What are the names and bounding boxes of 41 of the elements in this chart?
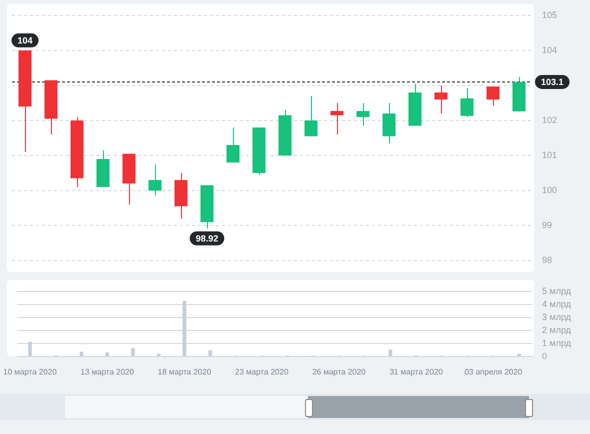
bar <box>388 350 392 356</box>
y-tick-label: 104 <box>542 44 558 55</box>
candlestick <box>330 102 344 135</box>
x-tick-label: 31 марта 2020 <box>389 367 444 376</box>
bar <box>156 354 161 356</box>
y-tick-label: 3 млрд <box>542 312 572 322</box>
bar <box>131 348 135 356</box>
x-tick-label: 18 марта 2020 <box>158 367 212 376</box>
bar <box>182 300 186 356</box>
candlestick <box>304 95 318 137</box>
y-tick-label: 4 млрд <box>542 298 572 309</box>
bar <box>208 350 212 356</box>
ref-line-label: 103.1 <box>540 76 564 87</box>
bar <box>517 354 521 356</box>
x-tick-label: 10 марта 2020 <box>3 367 58 376</box>
y-tick-label: 99 <box>542 220 552 230</box>
candlestick <box>226 126 240 164</box>
candlestick <box>382 102 396 144</box>
candlestick <box>356 102 370 126</box>
y-tick-label: 2 млрд <box>542 324 572 335</box>
annotation: 98.92 <box>196 233 218 244</box>
x-tick-label: 23 марта 2020 <box>234 367 289 376</box>
y-tick-label: 101 <box>542 150 558 160</box>
y-tick-label: 100 <box>542 185 558 196</box>
bar <box>105 352 110 356</box>
y-tick-label: 102 <box>542 114 558 125</box>
x-tick-label: 26 марта 2020 <box>312 367 366 376</box>
y-tick-label: 0 <box>542 350 548 361</box>
x-tick-label: 03 апреля 2020 <box>464 367 523 376</box>
y-tick-label: 1 млрд <box>542 338 572 348</box>
candlestick <box>434 84 448 114</box>
candlestick <box>148 164 162 196</box>
candlestick <box>460 87 474 118</box>
candlestick <box>486 86 500 106</box>
y-tick-label: 98 <box>542 255 552 266</box>
y-tick-label: 105 <box>542 10 558 20</box>
bar <box>28 342 32 356</box>
bar <box>80 352 84 356</box>
x-tick-label: 13 марта 2020 <box>80 367 134 376</box>
y-tick-label: 5 млрд <box>542 286 572 296</box>
annotation: 104 <box>17 35 33 46</box>
